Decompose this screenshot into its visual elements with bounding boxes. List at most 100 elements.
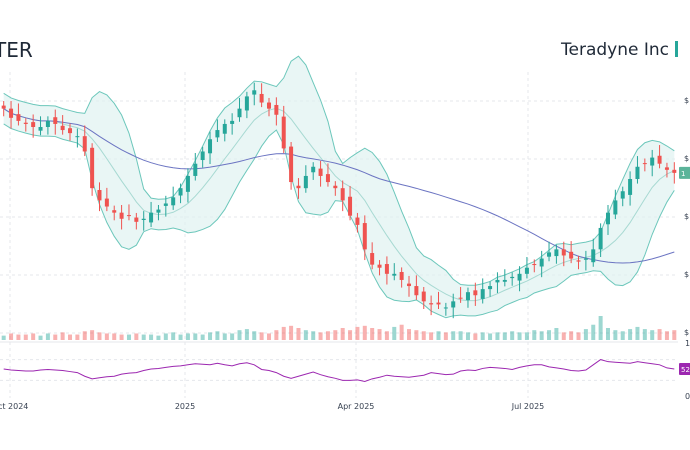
candle-body [156, 209, 161, 213]
candle-body [185, 175, 190, 192]
volume-bar [193, 333, 198, 340]
candle-body [657, 155, 662, 164]
candle-body [539, 258, 544, 267]
candle-body [473, 290, 478, 296]
x-tick-label: Oct 2024 [0, 402, 28, 411]
volume-bar [16, 334, 21, 340]
candle-body [495, 279, 500, 283]
volume-bar [244, 329, 249, 340]
candle-body [429, 303, 434, 305]
volume-bar [75, 334, 80, 340]
candle-body [252, 90, 257, 95]
bollinger-band-fill [3, 56, 675, 318]
candle-body [178, 188, 183, 196]
candle-body [31, 122, 36, 127]
volume-bar [1, 335, 6, 340]
candle-body [296, 185, 301, 189]
candle-body [377, 264, 382, 268]
x-tick-label: Apr 2025 [338, 402, 375, 411]
company-label: Teradyne Inc [561, 40, 669, 60]
volume-bar [362, 325, 367, 340]
candle-body [443, 307, 448, 309]
volume-bar [465, 332, 470, 340]
candle-body [303, 175, 308, 189]
candle-body [436, 302, 441, 305]
volume-bar [510, 331, 515, 340]
volume-bar [569, 331, 574, 340]
volume-bar [539, 331, 544, 340]
candle-body [672, 169, 677, 173]
rsi-badge: 52 [679, 362, 690, 375]
volume-bar [252, 331, 257, 340]
volume-bar [554, 328, 559, 340]
volume-bar [443, 332, 448, 340]
y-tick-label: $ [684, 154, 689, 163]
candle-body [266, 102, 271, 109]
volume-bar [68, 334, 73, 340]
volume-bar [126, 334, 131, 340]
candle-body [90, 147, 95, 189]
candle-body [591, 249, 596, 263]
candle-body [259, 93, 264, 103]
company-color-marker [675, 41, 678, 57]
volume-bar [628, 329, 633, 340]
rsi-axis-label: 0 [685, 392, 690, 401]
candle-body [9, 108, 14, 118]
volume-bar [355, 326, 360, 340]
volume-bar [31, 333, 36, 340]
candle-body [97, 190, 102, 201]
candle-body [193, 163, 198, 176]
y-tick-label: $ [684, 270, 689, 279]
candle-body [598, 227, 603, 250]
candle-body [613, 200, 618, 215]
candle-body [215, 130, 220, 138]
volume-bar [451, 331, 456, 340]
volume-bar [672, 330, 677, 340]
rsi-badge-label: 52 [681, 366, 690, 374]
volume-bar [281, 326, 286, 340]
volume-bar [112, 333, 117, 340]
volume-bar [429, 332, 434, 340]
candle-body [1, 105, 6, 109]
candle-body [119, 212, 124, 219]
candle-body [311, 166, 316, 173]
candle-body [569, 251, 574, 259]
volume-bar [591, 324, 596, 340]
y-tick-label: $ [684, 328, 689, 337]
volume-bar [38, 335, 43, 340]
y-tick-label: $ [684, 212, 689, 221]
volume-bar [185, 333, 190, 340]
volume-bar [134, 333, 139, 340]
volume-bar [23, 334, 28, 340]
candle-body [635, 166, 640, 179]
candle-body [104, 198, 109, 207]
volume-bar [370, 328, 375, 340]
candle-body [126, 215, 131, 217]
volume-bar [635, 326, 640, 340]
candle-body [68, 128, 73, 134]
volume-bar [664, 331, 669, 340]
volume-bar [384, 331, 389, 340]
candle-body [480, 289, 485, 299]
volume-bar [274, 330, 279, 340]
candle-body [561, 249, 566, 256]
x-tick-label: Jul 2025 [511, 402, 545, 411]
volume-bar [156, 335, 161, 340]
candle-body [75, 136, 80, 138]
volume-bar [9, 333, 14, 340]
candle-body [244, 96, 249, 111]
volume-bar [266, 333, 271, 340]
candle-body [370, 253, 375, 265]
volume-bar [171, 332, 176, 340]
candle-body [60, 125, 65, 131]
candle-body [362, 223, 367, 250]
ticker-symbol: TER [0, 38, 33, 62]
candle-body [237, 108, 242, 118]
candle-body [576, 260, 581, 262]
candle-body [502, 279, 507, 282]
volume-bar [208, 332, 213, 340]
volume-bar [296, 328, 301, 340]
volume-bar [303, 330, 308, 340]
rsi-line [3, 359, 675, 382]
